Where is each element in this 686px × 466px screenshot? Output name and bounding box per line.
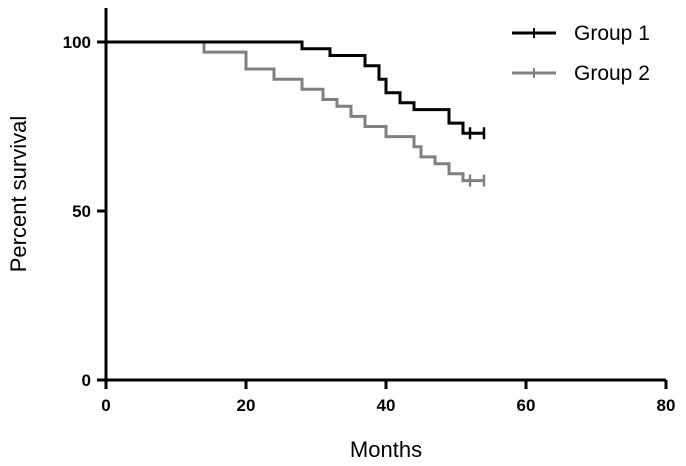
legend-label-group-2: Group 2: [574, 62, 650, 85]
series-line-group-1: [106, 40, 484, 135]
legend: Group 1 Group 2: [512, 22, 650, 85]
x-tick-label: 60: [517, 396, 536, 415]
x-tick-label: 20: [237, 396, 256, 415]
y-axis-title: Percent survival: [6, 116, 31, 273]
y-tick-label: 0: [82, 371, 91, 390]
y-tick-label: 100: [63, 33, 91, 52]
legend-label-group-1: Group 1: [574, 22, 650, 45]
series-line-group-2: [202, 42, 484, 183]
x-tick-label: 80: [657, 396, 676, 415]
series-layer: [106, 40, 486, 187]
axis-ticks: 0 20 40 60 80 0 50 100: [63, 33, 676, 415]
x-tick-label: 0: [101, 396, 110, 415]
x-axis-title: Months: [350, 437, 422, 462]
y-tick-label: 50: [72, 202, 91, 221]
x-tick-label: 40: [377, 396, 396, 415]
